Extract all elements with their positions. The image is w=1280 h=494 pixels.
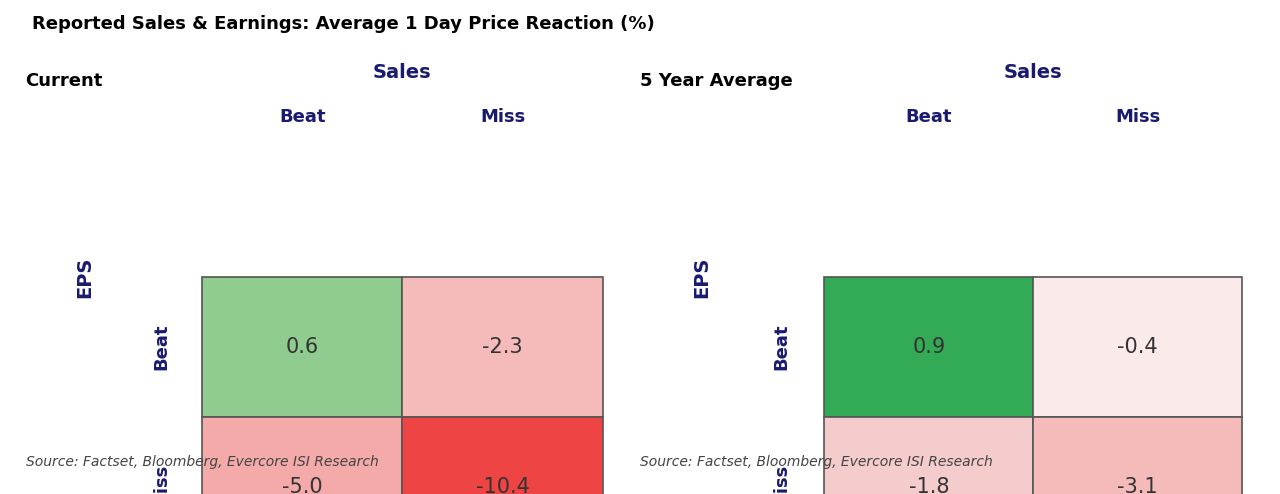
Text: Miss: Miss bbox=[772, 464, 790, 494]
Bar bbox=[1033, 416, 1242, 494]
Bar bbox=[824, 277, 1033, 416]
Text: -3.1: -3.1 bbox=[1117, 477, 1158, 494]
Bar bbox=[402, 416, 603, 494]
Text: Sales: Sales bbox=[1004, 63, 1062, 82]
Bar bbox=[202, 416, 402, 494]
Text: -1.8: -1.8 bbox=[909, 477, 948, 494]
Text: Miss: Miss bbox=[1115, 108, 1160, 126]
Bar bbox=[202, 277, 402, 416]
Text: Miss: Miss bbox=[152, 464, 170, 494]
Text: -5.0: -5.0 bbox=[282, 477, 323, 494]
Text: Sales: Sales bbox=[372, 63, 431, 82]
Text: Beat: Beat bbox=[772, 324, 790, 370]
Text: Source: Factset, Bloomberg, Evercore ISI Research: Source: Factset, Bloomberg, Evercore ISI… bbox=[640, 455, 993, 469]
Text: Current: Current bbox=[26, 72, 102, 90]
Bar bbox=[402, 277, 603, 416]
Text: Beat: Beat bbox=[279, 108, 325, 126]
Text: -0.4: -0.4 bbox=[1117, 337, 1158, 357]
Text: -10.4: -10.4 bbox=[476, 477, 530, 494]
Text: Beat: Beat bbox=[905, 108, 952, 126]
Text: EPS: EPS bbox=[692, 256, 710, 297]
Text: Source: Factset, Bloomberg, Evercore ISI Research: Source: Factset, Bloomberg, Evercore ISI… bbox=[26, 455, 379, 469]
Text: 5 Year Average: 5 Year Average bbox=[640, 72, 792, 90]
Text: Reported Sales & Earnings: Average 1 Day Price Reaction (%): Reported Sales & Earnings: Average 1 Day… bbox=[32, 15, 655, 33]
Text: EPS: EPS bbox=[76, 256, 93, 297]
Text: Beat: Beat bbox=[152, 324, 170, 370]
Text: 0.6: 0.6 bbox=[285, 337, 319, 357]
Text: 0.9: 0.9 bbox=[913, 337, 946, 357]
Bar bbox=[824, 416, 1033, 494]
Text: Miss: Miss bbox=[480, 108, 525, 126]
Text: -2.3: -2.3 bbox=[483, 337, 522, 357]
Bar bbox=[1033, 277, 1242, 416]
